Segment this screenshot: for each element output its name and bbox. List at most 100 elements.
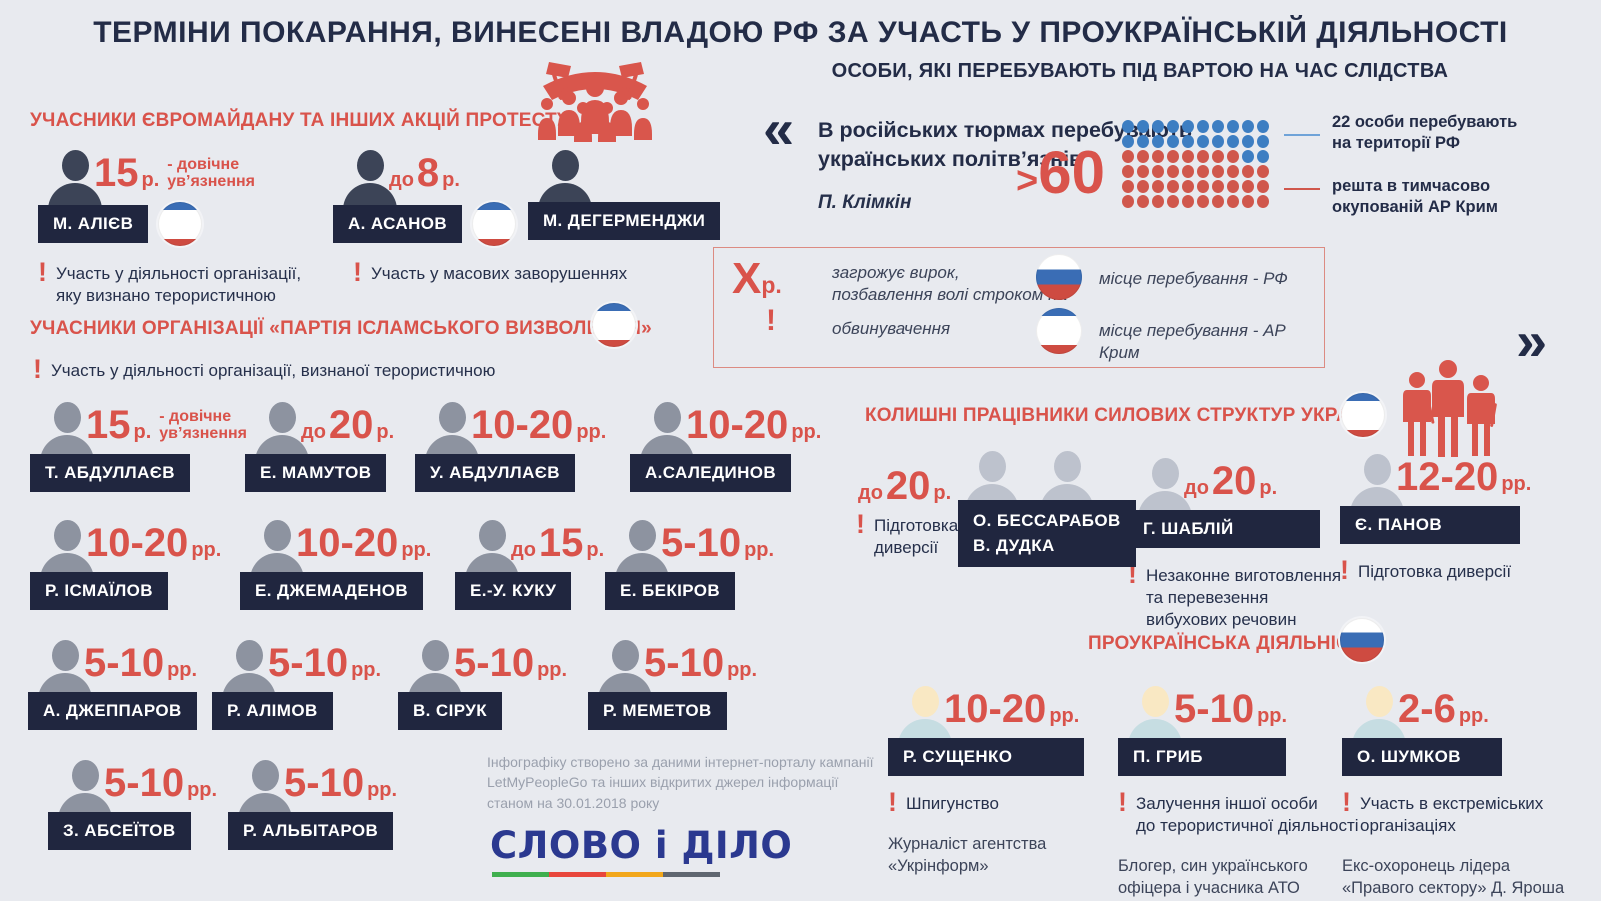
person-card: 5-10 рр. Р. МЕМЕТОВ ! — [588, 640, 757, 730]
greater-than-sign: > — [1016, 160, 1039, 202]
avatar-head — [438, 402, 466, 433]
logo-bar-yellow — [606, 872, 663, 877]
term-unit: рр. — [1501, 473, 1532, 495]
crimea-flag-icon — [1341, 393, 1385, 437]
person-card: до 8 р. А. АСАНОВ ! Участь у масових зав… — [333, 150, 627, 285]
avatar-head — [1363, 454, 1391, 485]
prisoner-dot — [1122, 135, 1134, 148]
person-name-plate: О. БЕССАРАБОВ В. ДУДКА — [958, 500, 1136, 568]
person-name-plate: А.САЛЕДИНОВ — [630, 454, 792, 492]
section-heading-security: КОЛИШНІ ПРАЦІВНИКИ СИЛОВИХ СТРУКТУР УКРА… — [865, 405, 1384, 426]
term-unit: рр. — [744, 539, 775, 561]
prisoner-dot — [1227, 180, 1239, 193]
person-name-plate: Т. АБДУЛЛАЄВ — [30, 454, 190, 492]
term-suffix: - довічне ув’язнення — [159, 408, 247, 442]
term-unit: р. — [1259, 477, 1278, 499]
charge-note: ! Шпигунство — [888, 789, 1084, 816]
person-card: 10-20 рр. У. АБДУЛЛАЄВ ! — [415, 402, 606, 492]
person-card: 10-20 рр. А.САЛЕДИНОВ ! — [630, 402, 821, 492]
prisoner-dot — [1182, 180, 1194, 193]
prisoner-dot — [1167, 165, 1179, 178]
term-unit: рр. — [367, 779, 398, 801]
prisoner-dot — [1227, 135, 1239, 148]
charge-note: ! Участь в екстреміських організаціях — [1342, 789, 1564, 837]
legend-x-unit: р. — [761, 272, 782, 298]
prisoner-dot — [1257, 195, 1269, 208]
prisoner-dot — [1182, 135, 1194, 148]
person-name-plate: Р. СУЩЕНКО — [888, 738, 1084, 776]
term-value: 5-10 — [284, 761, 365, 805]
term-value: 20 — [328, 403, 374, 447]
logo-underline-bar — [492, 872, 720, 877]
location-flag-icon — [158, 202, 203, 246]
prisoner-dot — [1182, 150, 1194, 163]
sentence-term: до 20 р. — [858, 466, 951, 506]
crimea-flag-icon — [1036, 308, 1082, 354]
avatar-head — [251, 760, 279, 791]
term-unit: рр. — [167, 659, 198, 681]
rf-flag-icon — [1036, 254, 1082, 300]
prisoner-dot — [1242, 120, 1254, 133]
avatar-head — [1141, 686, 1169, 717]
person-card: 10-20 рр. Р. ІСМАЇЛОВ ! — [30, 520, 221, 610]
sentence-term: 10-20 рр. — [944, 689, 1079, 729]
waffle-connector-crimea — [1284, 188, 1320, 190]
exclamation-icon: ! — [1128, 559, 1137, 589]
prisoner-dot — [1167, 135, 1179, 148]
avatar-head — [235, 640, 263, 671]
section-heading-pro-ukraine: ПРОУКРАЇНСЬКА ДІЯЛЬНІСТЬ — [1088, 633, 1376, 654]
credit-text: Інфографіку створено за даними інтернет-… — [487, 754, 874, 811]
prisoner-dot — [1152, 165, 1164, 178]
term-prefix: до — [389, 169, 414, 191]
term-unit: рр. — [1257, 705, 1288, 727]
prisoner-dot — [1227, 120, 1239, 133]
prisoner-dot — [1182, 195, 1194, 208]
prisoner-dot — [1242, 135, 1254, 148]
prisoner-dot — [1152, 180, 1164, 193]
person-name-plate: Є. ПАНОВ — [1340, 506, 1520, 544]
prisoner-dot — [1137, 120, 1149, 133]
exclamation-icon: ! — [33, 354, 42, 384]
prisoner-dot — [1152, 195, 1164, 208]
prisoner-dot — [1212, 135, 1224, 148]
quote-open-icon: « — [763, 97, 794, 160]
prisoner-dot — [1242, 180, 1254, 193]
prisoner-dot — [1257, 120, 1269, 133]
quote-close-icon: » — [1516, 309, 1547, 372]
sentence-term: до 20 р. — [1184, 461, 1278, 501]
term-unit: р. — [586, 539, 605, 561]
person-card: 15 р. - довічне ув’язнення М. АЛІЄВ ! Уч… — [38, 150, 301, 307]
person-name-plate: А. АСАНОВ — [333, 205, 463, 243]
person-card: 5-10 рр. Р. АЛЬБІТАРОВ ! — [228, 760, 397, 850]
sentence-term: 10-20 рр. — [686, 405, 821, 445]
person-name-plate: Р. МЕМЕТОВ — [588, 692, 727, 730]
avatar-head — [1053, 451, 1081, 482]
sentence-term: 5-10 рр. — [661, 523, 775, 563]
person-card: 5-10 рр. А. ДЖЕППАРОВ ! — [28, 640, 197, 730]
waffle-label-crimea: решта в тимчасово окупованій АР Крим — [1332, 177, 1498, 217]
prisoner-dot — [1137, 165, 1149, 178]
charge-note: ! Незаконне виготовлення та перевезення … — [1128, 559, 1341, 631]
term-prefix: до — [858, 482, 883, 504]
sentence-term: 5-10 рр. — [104, 763, 217, 803]
person-card: 15 р. - довічне ув’язнення Т. АБДУЛЛАЄВ … — [30, 402, 247, 492]
charge-note-text: Шпигунство — [906, 794, 999, 813]
prisoner-dot — [1227, 150, 1239, 163]
person-name-plate: Р. АЛІМОВ — [212, 692, 333, 730]
prisoner-dot — [1122, 120, 1134, 133]
prisoner-dot — [1152, 135, 1164, 148]
prisoner-dot — [1257, 150, 1269, 163]
logo-bar-gray — [663, 872, 720, 877]
exclamation-icon: ! — [38, 257, 47, 287]
prisoner-dot — [1257, 135, 1269, 148]
term-value: 10-20 — [471, 403, 574, 447]
sentence-term: 10-20 рр. — [86, 523, 221, 563]
prisoner-dot — [1212, 180, 1224, 193]
sentence-term: 5-10 рр. — [284, 761, 398, 805]
prisoner-dot — [1182, 120, 1194, 133]
avatar-head — [551, 150, 579, 181]
quote-text: В російських тюрмах перебувають українсь… — [818, 118, 1193, 172]
term-unit: рр. — [727, 659, 758, 681]
charge-note-text: Участь у діяльності організації, яку виз… — [56, 264, 302, 306]
person-card: 5-10 рр. В. СІРУК ! — [398, 640, 567, 730]
